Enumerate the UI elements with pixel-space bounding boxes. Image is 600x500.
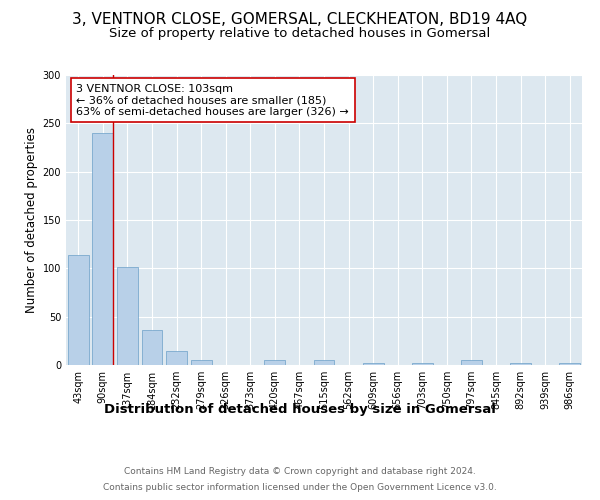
Text: Contains HM Land Registry data © Crown copyright and database right 2024.: Contains HM Land Registry data © Crown c…	[124, 468, 476, 476]
Bar	[92, 133, 113, 365]
Bar	[461, 360, 482, 365]
Bar	[117, 268, 138, 365]
Text: Size of property relative to detached houses in Gomersal: Size of property relative to detached ho…	[109, 28, 491, 40]
Bar	[559, 363, 580, 365]
Y-axis label: Number of detached properties: Number of detached properties	[25, 127, 38, 313]
Bar	[314, 360, 334, 365]
Text: 3 VENTNOR CLOSE: 103sqm
← 36% of detached houses are smaller (185)
63% of semi-d: 3 VENTNOR CLOSE: 103sqm ← 36% of detache…	[76, 84, 349, 117]
Bar	[166, 352, 187, 365]
Bar	[191, 360, 212, 365]
Bar	[265, 360, 286, 365]
Text: 3, VENTNOR CLOSE, GOMERSAL, CLECKHEATON, BD19 4AQ: 3, VENTNOR CLOSE, GOMERSAL, CLECKHEATON,…	[73, 12, 527, 28]
Text: Contains public sector information licensed under the Open Government Licence v3: Contains public sector information licen…	[103, 482, 497, 492]
Bar	[412, 363, 433, 365]
Bar	[142, 330, 163, 365]
Bar	[510, 363, 531, 365]
Bar	[362, 363, 383, 365]
Text: Distribution of detached houses by size in Gomersal: Distribution of detached houses by size …	[104, 402, 496, 415]
Bar	[68, 255, 89, 365]
